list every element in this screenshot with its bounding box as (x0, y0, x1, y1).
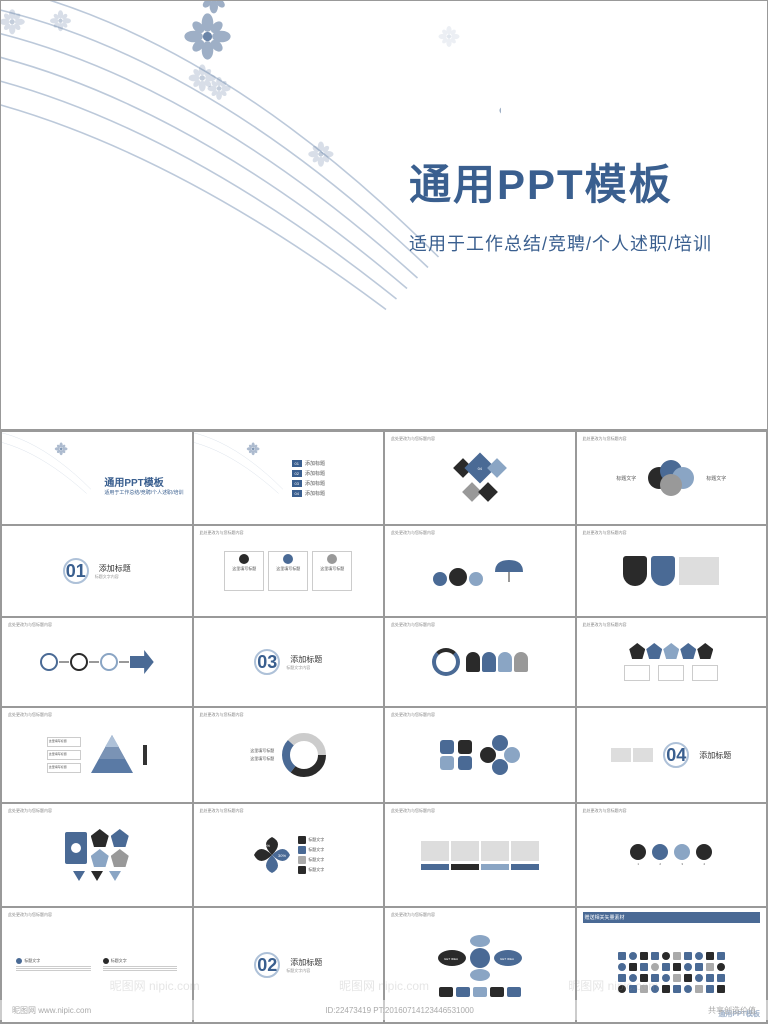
thumb-umbrella[interactable]: 此处更改为与您标题内容 (385, 526, 575, 616)
slide-thumbnail-grid: 通用PPT模板 适用于工作总结/竞聘/个人述职/培训 01添加标题 02添加标题… (0, 430, 768, 1024)
thumb-gear-cluster[interactable]: 此处更改为与您标题内容 (385, 708, 575, 802)
thumb-pentagon-chain[interactable]: 此处更改为与您标题内容 (577, 618, 767, 706)
svg-text:GET IDEA: GET IDEA (500, 957, 514, 961)
svg-text:30%: 30% (278, 853, 286, 858)
thumb-section-04[interactable]: 04 添加标题 (577, 708, 767, 802)
thumb-badges[interactable]: 此处更改为与您标题内容 (577, 526, 767, 616)
thumb-section-03[interactable]: 03 添加标题 标题文字内容 (194, 618, 384, 706)
footer-share: 共享创造价值 (708, 1005, 756, 1016)
bonus-banner: 赠送相关矢量素材 (583, 912, 761, 923)
thumb-toc[interactable]: 01添加标题 02添加标题 03添加标题 04添加标题 (194, 432, 384, 524)
icon-set (618, 952, 725, 993)
hero-title: 通用PPT模板 (409, 151, 712, 212)
thumb-diagram-venn[interactable]: 此处更改为与您标题内容 标题文字 标题文字 (577, 432, 767, 524)
thumb-diagram-diamond[interactable]: 此处更改为与您标题内容 04 (385, 432, 575, 524)
svg-text:30%: 30% (262, 843, 270, 848)
footer-id: ID:22473419 PT:20160714123446531000 (325, 1006, 474, 1015)
thumb-petals-percent[interactable]: 此处更改为与您标题内容 30%30% 标题文字 标题文字 标题文字 标题文字 (194, 804, 384, 906)
hero-slide: 通用PPT模板 适用于工作总结/竞聘/个人述职/培训 (0, 0, 768, 430)
thumb-title: 通用PPT模板 (104, 474, 183, 489)
hero-subtitle: 适用于工作总结/竞聘/个人述职/培训 (409, 230, 712, 256)
footer-site: 昵图网 www.nipic.com (12, 1005, 91, 1016)
thumb-pyramid[interactable]: 此处更改为与您标题内容 这里填写标题 这里填写标题 这里填写标题 (2, 708, 192, 802)
thumb-donut-3d[interactable]: 此处更改为与您标题内容 这里填写标题 这里填写标题 (194, 708, 384, 802)
page-footer: 昵图网 www.nipic.com ID:22473419 PT:2016071… (0, 1000, 768, 1020)
thumb-gear-box[interactable]: 此处更改为与您标题内容 (2, 804, 192, 906)
thumb-section-01[interactable]: 01 添加标题 标题文字内容 (2, 526, 192, 616)
thumb-cover[interactable]: 通用PPT模板 适用于工作总结/竞聘/个人述职/培训 (2, 432, 192, 524)
thumb-ring-tags[interactable]: 此处更改为与您标题内容 (385, 618, 575, 706)
thumb-photo-row[interactable]: 此处更改为与您标题内容 (385, 804, 575, 906)
svg-text:GET IDEA: GET IDEA (444, 957, 458, 961)
thumb-sub: 适用于工作总结/竞聘/个人述职/培训 (104, 489, 183, 496)
thumb-house-icons[interactable]: 此处更改为与您标题内容 1 2 3 4 (577, 804, 767, 906)
thumb-arrow-flow[interactable]: 此处更改为与您标题内容 (2, 618, 192, 706)
thumb-three-box[interactable]: 此处更改为与您标题内容 这里填写标题 这里填写标题 这里填写标题 (194, 526, 384, 616)
